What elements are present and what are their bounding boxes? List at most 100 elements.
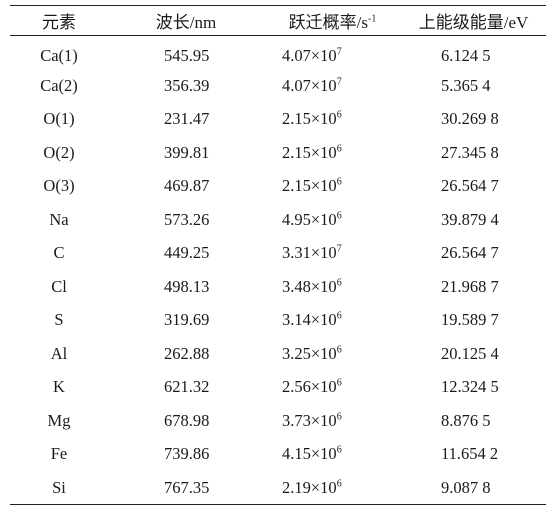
cell-wavelength: 739.86: [164, 444, 210, 464]
header-element: 元素: [10, 5, 108, 36]
cell-wavelength: 767.35: [108, 471, 264, 505]
cell-wavelength: 678.98: [164, 410, 210, 430]
cell-transition-probability: 3.14×106: [264, 304, 401, 338]
cell-transition-probability: 4.15×106: [264, 438, 401, 472]
table-row: Cl 498.13 3.48×106 21.968 7: [10, 270, 546, 304]
table-row: O(2) 399.81 2.15×106 27.345 8: [10, 136, 546, 170]
header-upper-level-energy: 上能级能量/eV: [401, 5, 546, 36]
cell-element: Mg: [47, 410, 71, 430]
probability-mantissa: 4.07: [282, 45, 311, 65]
header-wavelength: 波长/nm: [108, 5, 264, 36]
probability-exponent: 6: [336, 277, 342, 289]
probability-mantissa: 2.15: [282, 176, 311, 196]
cell-element: K: [53, 377, 65, 397]
cell-transition-probability: 2.15×106: [264, 103, 401, 137]
probability-times-base: ×10: [310, 276, 337, 296]
probability-exponent: 6: [336, 344, 342, 356]
cell-upper-level-energy: 27.345 8: [441, 142, 499, 162]
probability-exponent: 6: [336, 176, 342, 188]
cell-transition-probability: 3.73×106: [264, 404, 401, 438]
cell-element: O(1): [43, 109, 75, 129]
probability-mantissa: 3.48: [282, 276, 311, 296]
cell-element: Cl: [51, 276, 67, 296]
probability-mantissa: 2.15: [282, 109, 311, 129]
cell-transition-probability: 3.25×106: [264, 337, 401, 371]
header-row: 元素 波长/nm 跃迁概率/s-1 上能级能量/eV: [10, 5, 546, 36]
probability-mantissa: 4.07: [282, 75, 311, 95]
probability-exponent: 7: [336, 46, 342, 57]
cell-upper-level-energy: 8.876 5: [441, 410, 491, 430]
cell-upper-level-energy: 26.564 7: [441, 243, 499, 263]
probability-times-base: ×10: [310, 109, 337, 129]
probability-exponent: 6: [336, 109, 342, 121]
probability-exponent: 6: [336, 444, 342, 456]
cell-wavelength: 399.81: [164, 142, 210, 162]
cell-upper-level-energy: 9.087 8: [401, 471, 546, 505]
probability-times-base: ×10: [310, 45, 337, 65]
table-row: Fe 739.86 4.15×106 11.654 2: [10, 438, 546, 472]
table-row: Al 262.88 3.25×106 20.125 4: [10, 337, 546, 371]
cell-element: Si: [10, 471, 108, 505]
probability-times-base: ×10: [310, 343, 337, 363]
probability-times-base: ×10: [310, 142, 337, 162]
table-row: Mg 678.98 3.73×106 8.876 5: [10, 404, 546, 438]
cell-upper-level-energy: 21.968 7: [441, 276, 499, 296]
cell-upper-level-energy: 12.324 5: [441, 377, 499, 397]
cell-wavelength: 621.32: [164, 377, 210, 397]
cell-wavelength: 262.88: [164, 343, 210, 363]
cell-transition-probability: 2.15×106: [264, 170, 401, 204]
probability-times-base: ×10: [310, 75, 337, 95]
probability-times-base: ×10: [310, 243, 337, 263]
probability-mantissa: 4.95: [282, 209, 311, 229]
probability-exponent: 7: [336, 243, 342, 255]
probability-mantissa: 3.14: [282, 310, 311, 330]
probability-mantissa: 2.19: [282, 477, 311, 497]
probability-exponent: 6: [336, 377, 342, 389]
cell-transition-probability: 4.95×106: [264, 203, 401, 237]
probability-times-base: ×10: [310, 477, 337, 497]
probability-exponent: 6: [336, 478, 342, 489]
probability-times-base: ×10: [310, 410, 337, 430]
header-probability-superscript: -1: [368, 13, 377, 25]
table-row: O(1) 231.47 2.15×106 30.269 8: [10, 103, 546, 137]
cell-transition-probability: 4.07×107: [264, 69, 401, 103]
cell-transition-probability: 2.19×106: [264, 471, 401, 505]
probability-mantissa: 4.15: [282, 444, 311, 464]
table-body: Ca(1) 545.95 4.07×107 6.124 5 Ca(2) 356.39 4.0…: [10, 36, 546, 505]
spectral-lines-table: 元素 波长/nm 跃迁概率/s-1 上能级能量/eV Ca(1) 545.95 4.…: [10, 5, 546, 505]
cell-transition-probability: 2.15×106: [264, 136, 401, 170]
probability-times-base: ×10: [310, 377, 337, 397]
cell-element: O(3): [43, 176, 75, 196]
cell-wavelength: 469.87: [164, 176, 210, 196]
probability-exponent: 6: [336, 411, 342, 423]
cell-element: S: [54, 310, 64, 330]
cell-upper-level-energy: 19.589 7: [441, 310, 499, 330]
probability-exponent: 7: [336, 76, 342, 88]
probability-mantissa: 3.31: [282, 243, 311, 263]
cell-element: Fe: [50, 444, 68, 464]
probability-exponent: 6: [336, 210, 342, 222]
probability-times-base: ×10: [310, 209, 337, 229]
table-row: Na 573.26 4.95×106 39.879 4: [10, 203, 546, 237]
cell-wavelength: 356.39: [164, 75, 210, 95]
header-probability-text: 跃迁概率/s: [288, 13, 368, 32]
cell-upper-level-energy: 5.365 4: [441, 75, 491, 95]
probability-exponent: 6: [336, 310, 342, 322]
cell-element: Ca(2): [40, 75, 78, 95]
table-row: Si 767.35 2.19×106 9.087 8: [10, 471, 546, 505]
table-row: Ca(1) 545.95 4.07×107 6.124 5: [10, 36, 546, 70]
probability-mantissa: 2.56: [282, 377, 311, 397]
table-row: K 621.32 2.56×106 12.324 5: [10, 371, 546, 405]
cell-wavelength: 545.95: [164, 45, 210, 65]
probability-mantissa: 3.25: [282, 343, 311, 363]
probability-mantissa: 2.15: [282, 142, 311, 162]
cell-upper-level-energy: 20.125 4: [441, 343, 499, 363]
table-row: C 449.25 3.31×107 26.564 7: [10, 237, 546, 271]
cell-wavelength: 319.69: [164, 310, 210, 330]
cell-transition-probability: 3.31×107: [264, 237, 401, 271]
cell-upper-level-energy: 30.269 8: [441, 109, 499, 129]
cell-element: O(2): [43, 142, 75, 162]
cell-wavelength: 498.13: [164, 276, 210, 296]
table-row: O(3) 469.87 2.15×106 26.564 7: [10, 170, 546, 204]
